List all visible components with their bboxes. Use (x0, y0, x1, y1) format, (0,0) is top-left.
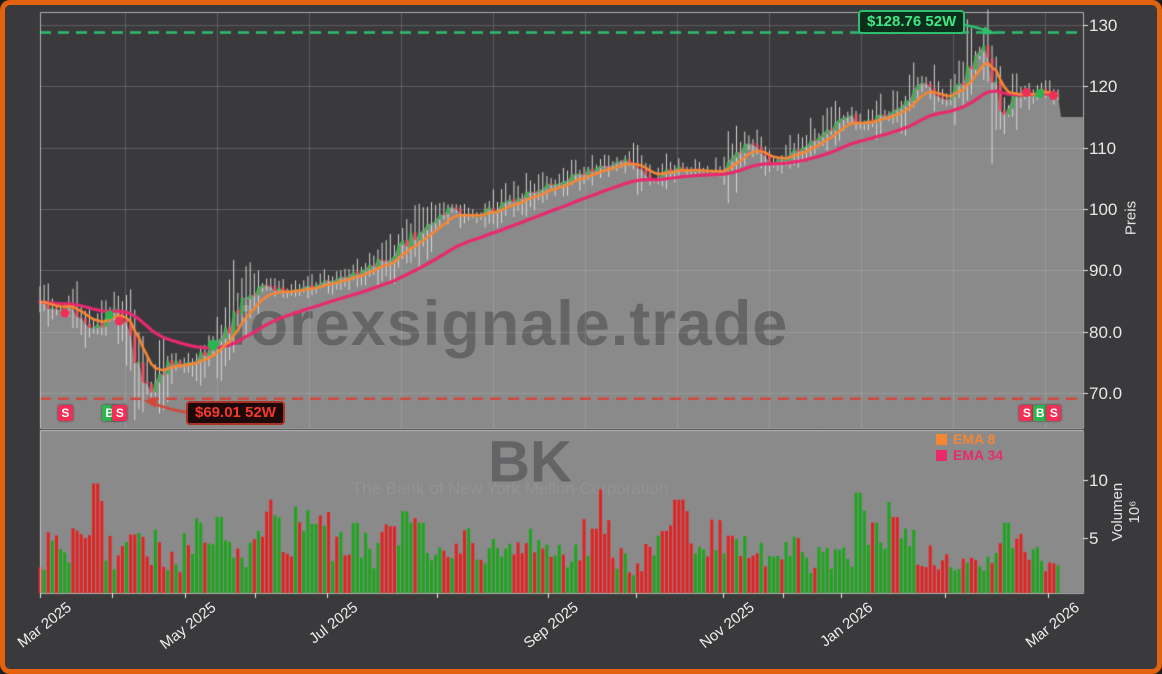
low-52w-label[interactable]: $69.01 52W (186, 401, 285, 425)
volume-axis-title-text: Volumen (1109, 482, 1126, 542)
ema34-legend-label: EMA 34 (953, 447, 1004, 463)
price-axis-title: Preis (1122, 200, 1140, 236)
watermark-brand: forexsignale.trade (227, 289, 789, 359)
volume-axis-title: Volumen 10⁶ (1109, 483, 1143, 541)
high-52w-label[interactable]: $128.76 52W (858, 10, 966, 34)
legend-item-ema34: EMA 34 (936, 447, 1003, 463)
volume-axis-scale: 10⁶ (1126, 500, 1143, 524)
ema8-legend-label: EMA 8 (953, 431, 996, 447)
ema8-swatch-icon (936, 433, 947, 445)
legend-item-ema8: EMA 8 (936, 431, 1003, 447)
ema-legend: EMA 8 EMA 34 (936, 431, 1003, 463)
watermark-company: The Bank of New York Mellon Corporation (351, 479, 669, 498)
ema34-swatch-icon (936, 449, 947, 461)
